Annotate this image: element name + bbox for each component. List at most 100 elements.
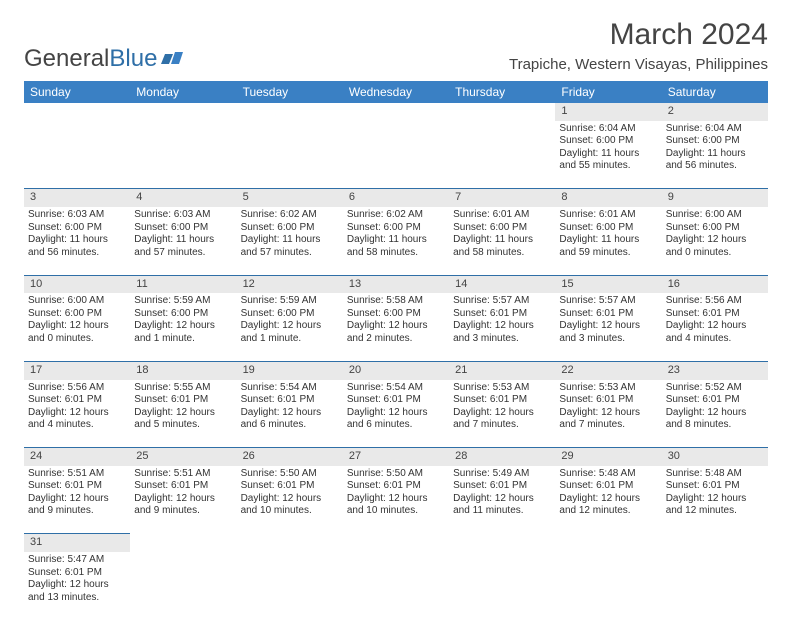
- day-cell-line: Sunset: 6:00 PM: [347, 222, 445, 235]
- day-number-cell: 28: [449, 448, 555, 466]
- weekday-header: Monday: [130, 81, 236, 103]
- day-number-cell: 19: [237, 361, 343, 379]
- day-cell-line: Daylight: 11 hours: [241, 234, 339, 247]
- day-cell-line: and 57 minutes.: [241, 247, 339, 260]
- day-cell-line: Sunset: 6:00 PM: [241, 222, 339, 235]
- day-number-cell: [449, 534, 555, 552]
- title-block: March 2024 Trapiche, Western Visayas, Ph…: [509, 18, 768, 73]
- day-cell-line: Sunset: 6:01 PM: [559, 394, 657, 407]
- day-cell-line: Sunset: 6:01 PM: [241, 394, 339, 407]
- day-cell-line: Sunrise: 5:53 AM: [559, 382, 657, 395]
- day-cell-line: and 0 minutes.: [666, 247, 764, 260]
- day-cell-line: and 3 minutes.: [453, 333, 551, 346]
- month-title: March 2024: [509, 18, 768, 52]
- day-cell-line: Daylight: 11 hours: [134, 234, 232, 247]
- day-cell-line: Sunset: 6:01 PM: [666, 480, 764, 493]
- day-cell: Sunrise: 5:50 AMSunset: 6:01 PMDaylight:…: [237, 466, 343, 534]
- day-cell-line: and 56 minutes.: [666, 160, 764, 173]
- day-cell-line: Sunrise: 6:04 AM: [559, 123, 657, 136]
- day-cell-line: Sunrise: 5:59 AM: [241, 295, 339, 308]
- brand-logo: GeneralBlue: [24, 45, 189, 73]
- day-cell-line: Sunrise: 5:49 AM: [453, 468, 551, 481]
- day-cell: Sunrise: 5:56 AMSunset: 6:01 PMDaylight:…: [662, 293, 768, 361]
- day-cell-line: Sunset: 6:00 PM: [134, 308, 232, 321]
- day-number-cell: 15: [555, 275, 661, 293]
- day-cell-line: and 59 minutes.: [559, 247, 657, 260]
- day-number-cell: [130, 103, 236, 121]
- day-cell: Sunrise: 5:50 AMSunset: 6:01 PMDaylight:…: [343, 466, 449, 534]
- day-number-cell: 7: [449, 189, 555, 207]
- location: Trapiche, Western Visayas, Philippines: [509, 56, 768, 73]
- day-cell: [555, 552, 661, 620]
- day-cell: Sunrise: 5:53 AMSunset: 6:01 PMDaylight:…: [449, 380, 555, 448]
- day-cell-line: and 12 minutes.: [559, 505, 657, 518]
- day-number-cell: [343, 103, 449, 121]
- day-cell-line: Sunset: 6:01 PM: [453, 480, 551, 493]
- day-number-cell: 8: [555, 189, 661, 207]
- day-cell: Sunrise: 6:01 AMSunset: 6:00 PMDaylight:…: [449, 207, 555, 275]
- day-cell: Sunrise: 5:59 AMSunset: 6:00 PMDaylight:…: [237, 293, 343, 361]
- day-cell-line: Daylight: 12 hours: [666, 493, 764, 506]
- day-cell: Sunrise: 5:48 AMSunset: 6:01 PMDaylight:…: [555, 466, 661, 534]
- day-cell-line: Sunrise: 6:00 AM: [28, 295, 126, 308]
- day-number-cell: 17: [24, 361, 130, 379]
- day-cell-line: Daylight: 11 hours: [453, 234, 551, 247]
- day-cell: Sunrise: 6:03 AMSunset: 6:00 PMDaylight:…: [130, 207, 236, 275]
- day-cell-line: and 10 minutes.: [241, 505, 339, 518]
- day-number-cell: 26: [237, 448, 343, 466]
- day-cell: Sunrise: 5:53 AMSunset: 6:01 PMDaylight:…: [555, 380, 661, 448]
- day-number-cell: 30: [662, 448, 768, 466]
- day-cell-line: Sunrise: 5:58 AM: [347, 295, 445, 308]
- day-cell-line: Sunrise: 5:57 AM: [559, 295, 657, 308]
- day-number-cell: [662, 534, 768, 552]
- day-number-cell: 23: [662, 361, 768, 379]
- day-cell-line: Sunrise: 5:51 AM: [28, 468, 126, 481]
- day-cell-line: Sunrise: 6:02 AM: [241, 209, 339, 222]
- day-cell-line: Sunrise: 5:54 AM: [241, 382, 339, 395]
- day-cell: Sunrise: 5:54 AMSunset: 6:01 PMDaylight:…: [343, 380, 449, 448]
- day-cell-line: Sunset: 6:00 PM: [559, 222, 657, 235]
- day-cell-line: Sunrise: 5:51 AM: [134, 468, 232, 481]
- day-cell-line: and 11 minutes.: [453, 505, 551, 518]
- day-cell-line: Sunset: 6:00 PM: [666, 135, 764, 148]
- day-cell-line: Daylight: 12 hours: [666, 407, 764, 420]
- day-cell-line: Daylight: 12 hours: [28, 579, 126, 592]
- day-cell-line: Sunrise: 5:56 AM: [28, 382, 126, 395]
- day-cell-line: Daylight: 12 hours: [559, 493, 657, 506]
- day-cell: Sunrise: 6:03 AMSunset: 6:00 PMDaylight:…: [24, 207, 130, 275]
- day-number-cell: 21: [449, 361, 555, 379]
- day-cell-line: Daylight: 12 hours: [134, 320, 232, 333]
- day-cell-line: Sunrise: 6:04 AM: [666, 123, 764, 136]
- day-cell-line: and 56 minutes.: [28, 247, 126, 260]
- day-cell-line: Daylight: 11 hours: [559, 148, 657, 161]
- day-cell-line: Sunrise: 5:56 AM: [666, 295, 764, 308]
- day-cell-line: and 9 minutes.: [134, 505, 232, 518]
- day-cell-line: Sunrise: 5:48 AM: [559, 468, 657, 481]
- day-cell: [237, 121, 343, 189]
- day-cell-line: and 58 minutes.: [347, 247, 445, 260]
- day-cell: Sunrise: 6:00 AMSunset: 6:00 PMDaylight:…: [24, 293, 130, 361]
- day-cell-line: and 4 minutes.: [666, 333, 764, 346]
- day-cell-line: Sunrise: 6:01 AM: [453, 209, 551, 222]
- day-cell-line: and 7 minutes.: [453, 419, 551, 432]
- day-number-cell: [237, 534, 343, 552]
- day-number-cell: 22: [555, 361, 661, 379]
- day-cell-line: Daylight: 12 hours: [453, 493, 551, 506]
- day-cell-line: Sunset: 6:01 PM: [134, 480, 232, 493]
- day-cell-line: Sunset: 6:01 PM: [28, 480, 126, 493]
- weekday-header: Tuesday: [237, 81, 343, 103]
- day-cell-line: Sunrise: 5:52 AM: [666, 382, 764, 395]
- brand-part1: General: [24, 45, 109, 73]
- day-number-cell: 25: [130, 448, 236, 466]
- day-cell: Sunrise: 5:56 AMSunset: 6:01 PMDaylight:…: [24, 380, 130, 448]
- day-cell: Sunrise: 6:04 AMSunset: 6:00 PMDaylight:…: [555, 121, 661, 189]
- day-number-cell: [449, 103, 555, 121]
- day-cell-line: Daylight: 12 hours: [28, 407, 126, 420]
- day-cell-line: and 1 minute.: [241, 333, 339, 346]
- day-cell-line: Sunrise: 5:57 AM: [453, 295, 551, 308]
- day-cell-line: Sunrise: 6:00 AM: [666, 209, 764, 222]
- day-cell-line: Daylight: 12 hours: [559, 320, 657, 333]
- day-cell-line: Sunset: 6:00 PM: [559, 135, 657, 148]
- day-cell-line: Daylight: 12 hours: [241, 493, 339, 506]
- day-cell: Sunrise: 6:02 AMSunset: 6:00 PMDaylight:…: [237, 207, 343, 275]
